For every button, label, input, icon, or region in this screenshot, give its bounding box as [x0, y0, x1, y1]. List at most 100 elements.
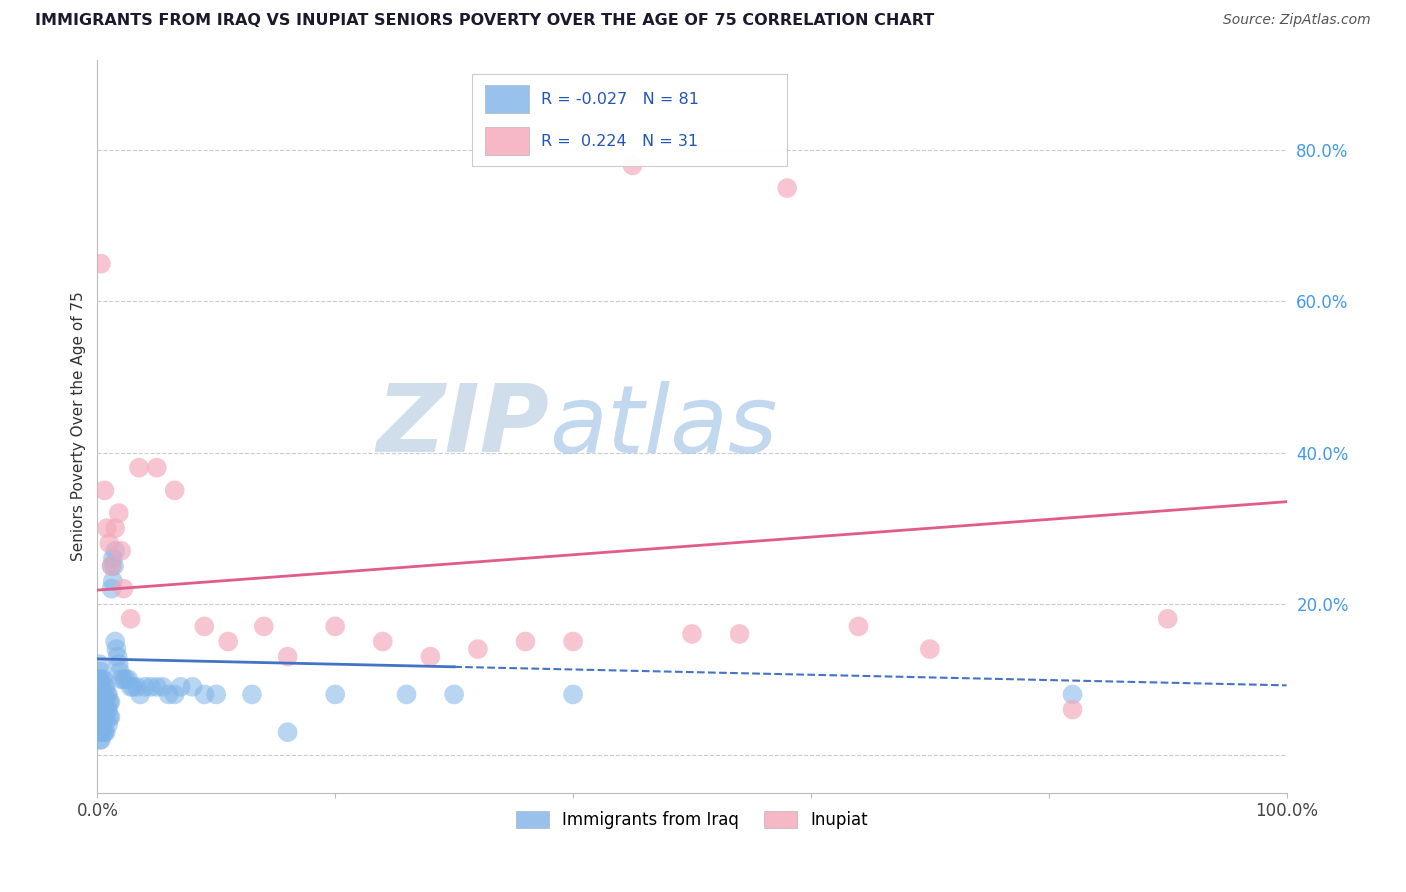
Point	[467, 642, 489, 657]
Point	[93, 725, 115, 739]
Point	[96, 521, 118, 535]
Point	[96, 702, 118, 716]
Point	[100, 710, 122, 724]
Point	[181, 680, 204, 694]
Point	[90, 695, 112, 709]
Point	[152, 680, 174, 694]
Point	[104, 544, 127, 558]
Point	[93, 483, 115, 498]
Text: IMMIGRANTS FROM IRAQ VS INUPIAT SENIORS POVERTY OVER THE AGE OF 75 CORRELATION C: IMMIGRANTS FROM IRAQ VS INUPIAT SENIORS …	[35, 13, 935, 29]
Point	[120, 612, 142, 626]
Point	[100, 558, 122, 573]
Point	[104, 521, 127, 535]
Point	[193, 687, 215, 701]
Point	[728, 627, 751, 641]
Point	[100, 558, 122, 573]
Point	[217, 634, 239, 648]
Point	[1156, 612, 1178, 626]
Point	[91, 725, 114, 739]
Point	[1062, 702, 1084, 716]
Point	[621, 158, 644, 172]
Point	[277, 649, 299, 664]
Point	[108, 665, 131, 679]
Point	[91, 673, 114, 687]
Point	[193, 619, 215, 633]
Point	[91, 687, 114, 701]
Point	[240, 687, 263, 701]
Point	[515, 634, 537, 648]
Point	[163, 687, 186, 701]
Point	[98, 695, 121, 709]
Point	[87, 710, 110, 724]
Point	[323, 619, 346, 633]
Point	[395, 687, 418, 701]
Point	[112, 582, 135, 596]
Point	[89, 725, 111, 739]
Point	[129, 687, 152, 701]
Point	[157, 687, 180, 701]
Point	[87, 687, 110, 701]
Point	[125, 680, 148, 694]
Point	[91, 673, 114, 687]
Point	[918, 642, 941, 657]
Point	[443, 687, 465, 701]
Point	[90, 680, 112, 694]
Point	[253, 619, 276, 633]
Point	[90, 702, 112, 716]
Point	[101, 551, 124, 566]
Point	[94, 695, 117, 709]
Point	[91, 710, 114, 724]
Point	[562, 634, 585, 648]
Point	[103, 558, 125, 573]
Point	[93, 710, 115, 724]
Point	[163, 483, 186, 498]
Point	[89, 702, 111, 716]
Point	[94, 725, 117, 739]
Point	[139, 680, 162, 694]
Point	[1062, 687, 1084, 701]
Point	[89, 732, 111, 747]
Point	[101, 574, 124, 588]
Point	[89, 673, 111, 687]
Point	[94, 710, 117, 724]
Point	[97, 687, 120, 701]
Point	[87, 673, 110, 687]
Text: Source: ZipAtlas.com: Source: ZipAtlas.com	[1223, 13, 1371, 28]
Point	[115, 673, 138, 687]
Point	[120, 680, 142, 694]
Y-axis label: Seniors Poverty Over the Age of 75: Seniors Poverty Over the Age of 75	[72, 292, 86, 561]
Point	[110, 673, 132, 687]
Point	[91, 702, 114, 716]
Point	[97, 717, 120, 731]
Point	[90, 257, 112, 271]
Point	[107, 657, 129, 672]
Point	[146, 460, 169, 475]
Point	[97, 702, 120, 716]
Point	[94, 680, 117, 694]
Point	[117, 673, 139, 687]
Point	[122, 680, 145, 694]
Point	[205, 687, 228, 701]
Point	[134, 680, 156, 694]
Point	[87, 725, 110, 739]
Point	[100, 582, 122, 596]
Point	[93, 695, 115, 709]
Point	[89, 717, 111, 731]
Point	[87, 702, 110, 716]
Point	[91, 725, 114, 739]
Point	[107, 506, 129, 520]
Point	[419, 649, 441, 664]
Point	[277, 725, 299, 739]
Point	[90, 717, 112, 731]
Point	[90, 665, 112, 679]
Point	[90, 732, 112, 747]
Point	[100, 695, 122, 709]
Point	[93, 680, 115, 694]
Legend: Immigrants from Iraq, Inupiat: Immigrants from Iraq, Inupiat	[509, 804, 875, 836]
Point	[89, 657, 111, 672]
Point	[112, 673, 135, 687]
Point	[371, 634, 394, 648]
Point	[110, 544, 132, 558]
Point	[91, 687, 114, 701]
Point	[91, 702, 114, 716]
